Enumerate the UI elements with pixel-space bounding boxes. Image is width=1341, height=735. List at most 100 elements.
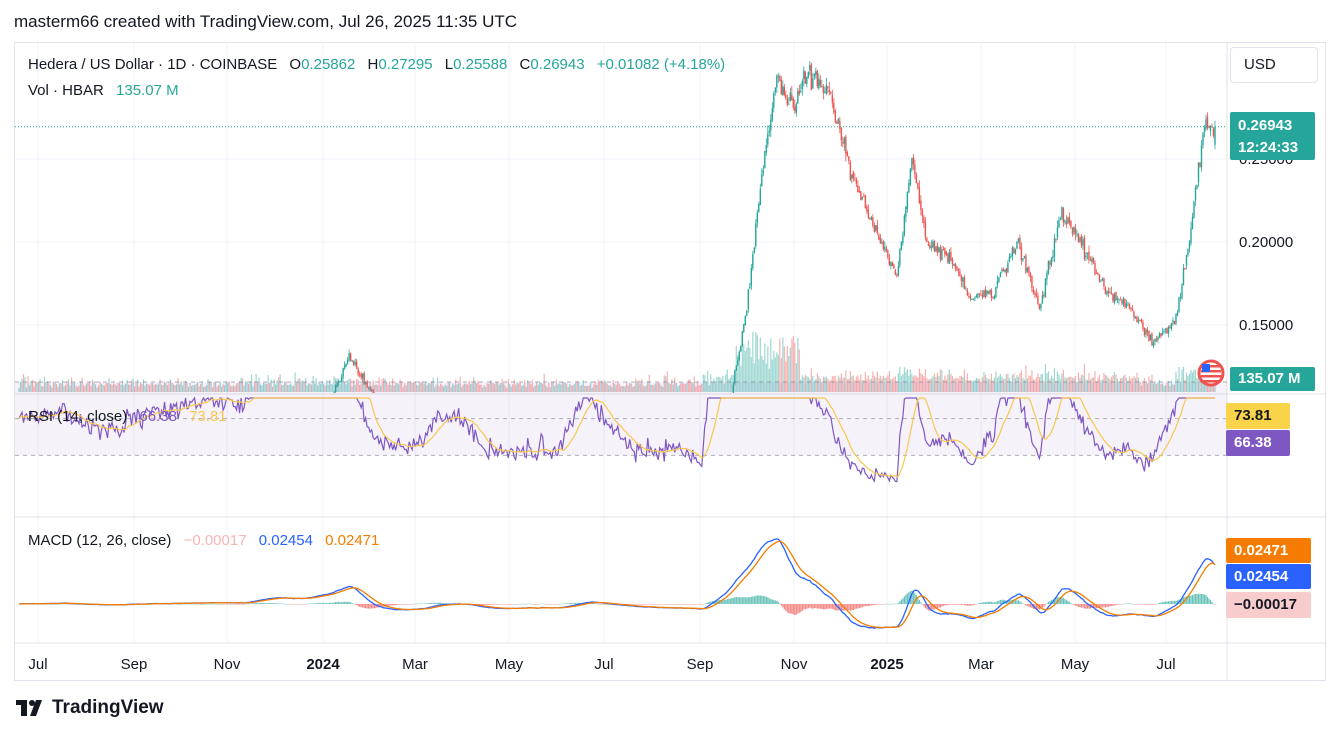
price-axis-label: 0.15000 — [1239, 317, 1293, 334]
footer-brand-label: TradingView — [52, 697, 164, 718]
volume-bar — [963, 369, 965, 392]
volume-bar — [756, 335, 758, 392]
macd-histogram-bar — [845, 604, 847, 611]
chart-canvas[interactable]: 0.150000.200000.2500040.00JulSepNov2024M… — [15, 43, 1325, 680]
macd-histogram-bar — [597, 603, 599, 605]
candle-body — [888, 257, 891, 265]
macd-histogram-bar — [762, 596, 764, 604]
volume-bar — [546, 387, 548, 392]
macd-histogram-bar — [213, 603, 215, 605]
macd-histogram-bar — [1112, 604, 1114, 606]
time-axis-label: Nov — [781, 656, 808, 673]
macd-histogram-bar — [758, 595, 760, 604]
volume-bar — [174, 385, 176, 392]
volume-bar — [686, 382, 688, 392]
macd-histogram-bar — [684, 604, 686, 605]
macd-histogram-bar — [296, 604, 298, 605]
volume-bar — [99, 381, 101, 392]
macd-histogram-bar — [906, 593, 908, 604]
volume-bar — [663, 375, 665, 392]
volume-bar — [235, 383, 238, 392]
candle-body — [993, 295, 996, 300]
candle-body — [1152, 342, 1155, 347]
volume-bar — [1155, 384, 1158, 392]
macd-histogram-bar — [308, 603, 310, 605]
volume-bar — [378, 377, 380, 392]
candle-body — [1029, 272, 1032, 277]
candle-body — [873, 225, 876, 232]
volume-bar — [1101, 379, 1104, 392]
macd-histogram-bar — [566, 603, 568, 604]
macd-histogram-bar — [498, 604, 500, 605]
volume-bar — [731, 374, 733, 392]
volume-bar — [654, 383, 656, 392]
candle-body — [780, 79, 783, 95]
volume-bar — [130, 380, 133, 392]
rsi-ma-value: 73.81 — [189, 408, 227, 425]
macd-histogram-bar — [867, 604, 869, 607]
volume-bar — [1061, 373, 1063, 392]
volume-bar — [129, 384, 131, 392]
volume-bar — [903, 367, 905, 392]
volume-bar — [660, 385, 662, 392]
chart-frame[interactable]: 0.150000.200000.2500040.00JulSepNov2024M… — [14, 42, 1326, 681]
candle-body — [999, 272, 1002, 278]
candle-body — [807, 71, 810, 78]
macd-histogram-bar — [965, 604, 967, 606]
volume-bar — [63, 386, 65, 392]
macd-histogram-bar — [536, 604, 538, 605]
candle-body — [1158, 333, 1161, 337]
volume-bar — [630, 383, 632, 392]
volume-bar — [789, 347, 791, 392]
macd-histogram-bar — [689, 604, 691, 605]
candle-body — [1133, 311, 1135, 318]
macd-histogram-bar — [315, 603, 317, 604]
macd-histogram-bar — [288, 604, 290, 605]
volume-bar — [831, 375, 833, 392]
macd-histogram-bar — [924, 604, 926, 609]
macd-histogram-bar — [219, 603, 221, 605]
candle-body — [1055, 239, 1057, 241]
volume-bar — [243, 385, 245, 392]
candle-body — [1214, 126, 1216, 145]
macd-histogram-bar — [396, 604, 398, 606]
macd-histogram-bar — [1172, 600, 1174, 604]
macd-histogram-bar — [593, 603, 595, 604]
macd-histogram-bar — [1040, 604, 1042, 610]
candle-body — [915, 174, 918, 184]
candle-body — [1209, 125, 1212, 131]
volume-bar — [578, 381, 580, 392]
candle-body — [1083, 238, 1086, 260]
candle-body — [1050, 258, 1053, 266]
volume-bar — [939, 369, 941, 392]
currency-selector[interactable]: USD — [1230, 47, 1318, 83]
candle-body — [951, 258, 954, 265]
volume-bar — [642, 385, 644, 392]
volume-bar — [978, 378, 981, 392]
time-axis-label: Nov — [214, 656, 241, 673]
volume-bar — [564, 382, 566, 392]
footer-brand[interactable]: TradingView — [16, 697, 164, 719]
volume-bar — [426, 385, 428, 392]
macd-histogram-bar — [1191, 595, 1194, 604]
volume-bar — [356, 379, 358, 392]
macd-histogram-bar — [816, 604, 818, 609]
volume-bar — [456, 384, 458, 392]
macd-histogram-bar — [300, 604, 302, 605]
volume-bar — [804, 374, 806, 392]
macd-histogram-bar — [966, 604, 968, 606]
volume-bar — [1110, 376, 1113, 392]
volume-bar — [750, 356, 752, 392]
volume-bar — [443, 386, 445, 392]
volume-bar — [36, 382, 38, 392]
macd-histogram-bar — [506, 604, 508, 605]
candle-body — [908, 183, 910, 193]
volume-bar — [198, 386, 200, 392]
macd-histogram-bar — [819, 604, 821, 609]
macd-histogram-bar — [402, 604, 404, 605]
macd-histogram-bar — [857, 604, 859, 609]
candle-body — [1014, 249, 1017, 253]
volume-bar — [570, 385, 572, 392]
candle-body — [894, 269, 897, 275]
volume-bar — [452, 383, 454, 392]
